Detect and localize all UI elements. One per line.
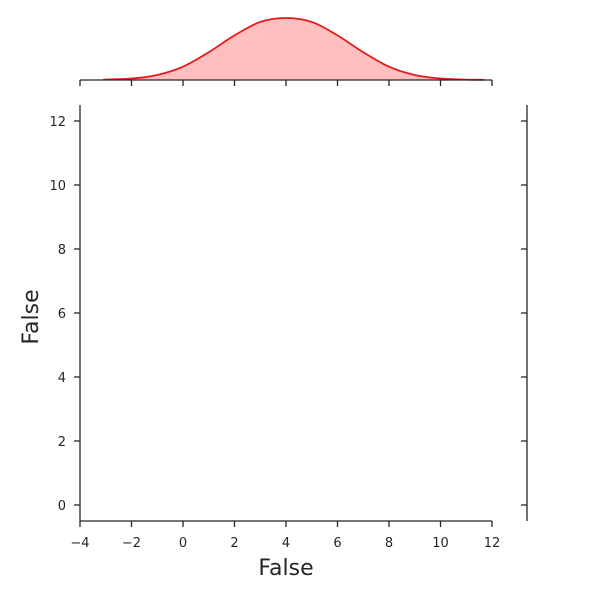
x-tick-label: −2	[122, 536, 141, 551]
x-tick-label: 8	[385, 536, 393, 551]
x-tick-label: 10	[432, 536, 449, 551]
marginal-top-ticks	[79, 80, 493, 86]
y-tick-label: 6	[58, 307, 66, 322]
x-tick-label: −4	[70, 536, 89, 551]
y-tick-label: 12	[49, 115, 66, 130]
x-axis-label: False	[258, 556, 313, 581]
kde-area	[103, 18, 485, 80]
marginal-top-panel	[79, 17, 493, 86]
y-tick-label: 10	[49, 179, 66, 194]
y-tick-label: 4	[58, 371, 66, 386]
y-tick-label: 8	[58, 243, 66, 258]
x-tick-label: 2	[230, 536, 238, 551]
y-axis-ticks: 0 2 4 6 8 10 12	[49, 115, 80, 514]
kde-line	[103, 17, 485, 81]
x-tick-label: 4	[282, 536, 290, 551]
marginal-right-panel	[521, 105, 528, 521]
x-tick-label: 12	[484, 536, 501, 551]
y-tick-label: 2	[58, 435, 66, 450]
x-tick-label: 0	[179, 536, 187, 551]
y-tick-label: 0	[58, 499, 66, 514]
y-axis-label: False	[19, 289, 44, 344]
x-axis-ticks: −4 −2 0 2 4 6 8 10 12	[70, 521, 500, 551]
x-tick-label: 6	[333, 536, 341, 551]
marginal-right-ticks	[521, 120, 527, 506]
joint-panel: −4 −2 0 2 4 6 8 10 12 0 2 4 6 8 10 12 False False	[19, 105, 500, 581]
